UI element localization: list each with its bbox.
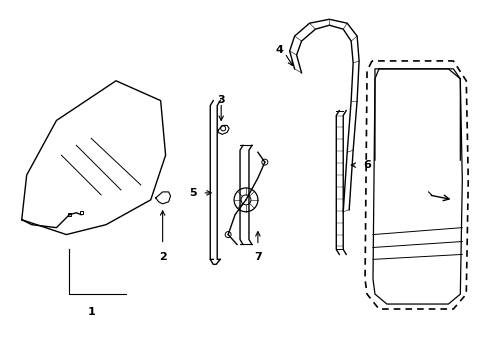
Text: 5: 5 [188,188,196,198]
Text: 1: 1 [87,307,95,317]
Text: 7: 7 [253,252,261,262]
Bar [80,211,82,214]
Text: 4: 4 [275,45,283,55]
Text: 3: 3 [217,95,224,105]
Text: 2: 2 [159,252,166,262]
Text: 6: 6 [362,160,370,170]
Bar [68,213,71,216]
